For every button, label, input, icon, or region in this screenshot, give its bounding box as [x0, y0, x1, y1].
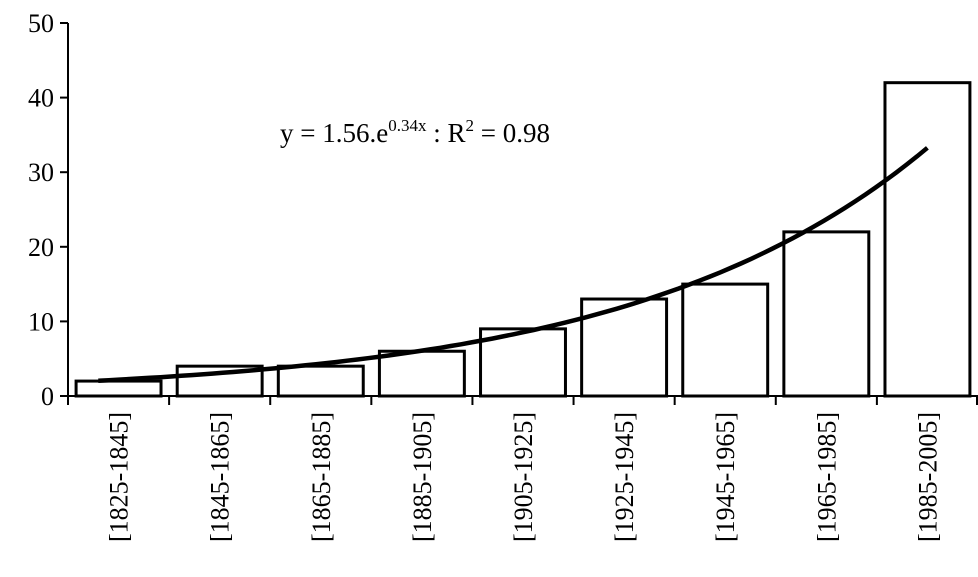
bar-[1825-1845] [74, 379, 163, 398]
y-tick-label: 40 [28, 84, 54, 113]
axes-group [60, 22, 978, 405]
x-tick-label: [1905-1925] [509, 412, 538, 542]
x-tick-label: [1865-1885] [307, 412, 336, 542]
y-tick-label: 30 [28, 158, 54, 187]
y-tick-labels: 0 10 20 30 40 50 [28, 9, 54, 411]
trendline [98, 146, 929, 383]
equation-r-exponent: 2 [465, 116, 474, 135]
bar-[1865-1885] [276, 364, 365, 398]
bar-[1985-2005] [883, 81, 972, 398]
y-tick-label: 10 [28, 307, 54, 336]
x-tick-label: [1965-1985] [812, 412, 841, 542]
x-tick-label: [1945-1965] [711, 412, 740, 542]
equation-suffix: = 0.98 [474, 118, 550, 148]
y-tick-label: 20 [28, 233, 54, 262]
bar-[1885-1905] [377, 349, 466, 398]
x-tick-label: [1825-1845] [105, 412, 134, 542]
equation-separator: : R [426, 118, 465, 148]
x-tick-label: [1885-1905] [408, 412, 437, 542]
y-tick-label: 0 [41, 382, 54, 411]
y-tick-label: 50 [28, 9, 54, 38]
bar-[1965-1985] [782, 230, 871, 398]
bar-[1945-1965] [681, 282, 770, 398]
x-tick-label: [1845-1865] [206, 412, 235, 542]
x-tick-label: [1925-1945] [610, 412, 639, 542]
equation-exponent: 0.34x [388, 116, 427, 135]
x-tick-labels: [1825-1845] [1845-1865] [1865-1885] [1885-1… [105, 412, 943, 542]
equation-prefix: y = 1.56.e [280, 118, 388, 148]
x-tick-label: [1985-2005] [913, 412, 942, 542]
trendline-equation: y = 1.56.e0.34x : R2 = 0.98 [280, 116, 550, 148]
